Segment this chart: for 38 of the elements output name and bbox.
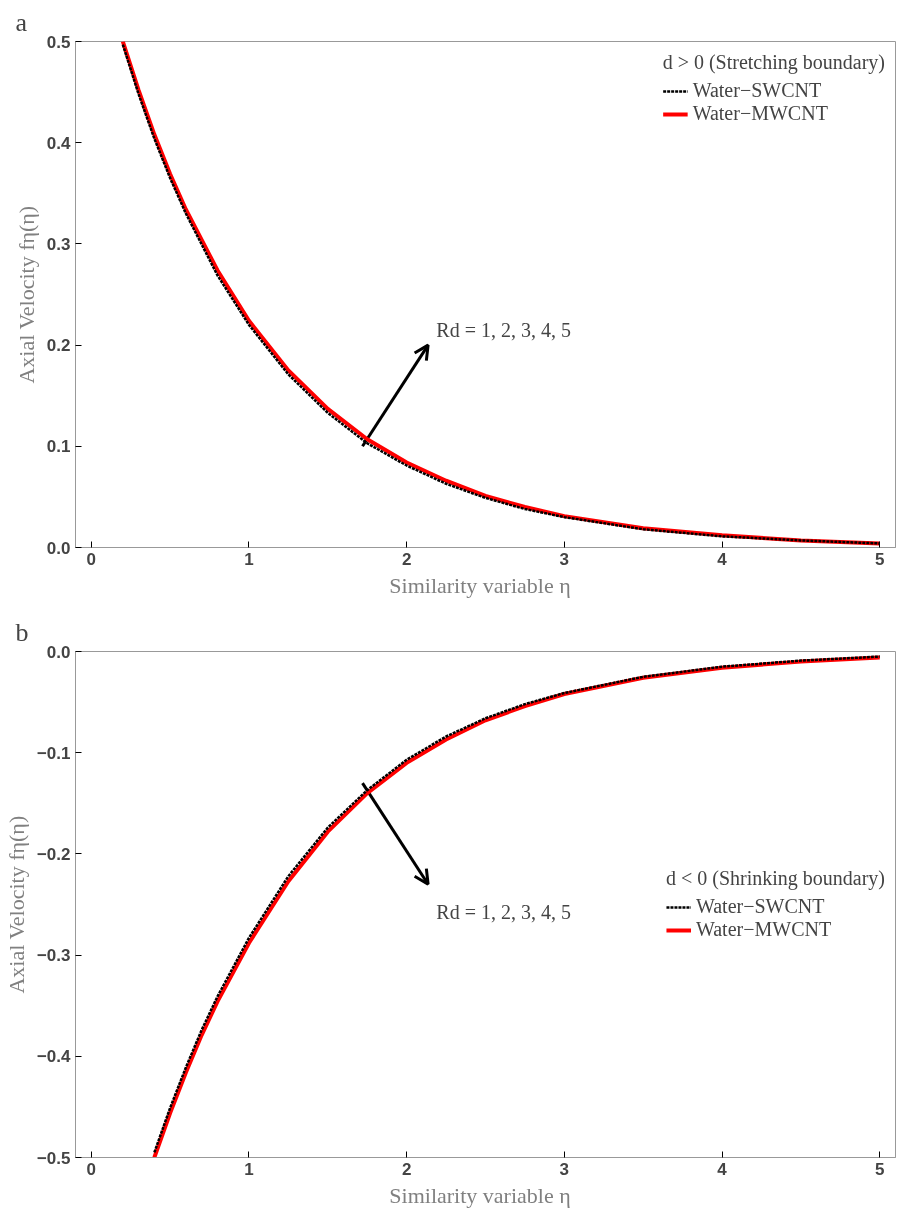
y-tick-label: 0.3 xyxy=(46,234,71,254)
x-tick-label: 0 xyxy=(86,549,97,569)
y-tick-label: 0.1 xyxy=(46,437,71,457)
y-tick-label: 0.2 xyxy=(46,336,71,356)
y-axis-title: Axial Velocity fη(η) xyxy=(13,205,39,384)
x-tick-label: 0 xyxy=(86,1159,97,1179)
y-tick-label: −0.5 xyxy=(36,1148,71,1168)
y-axis-title: Axial Velocity fη(η) xyxy=(3,815,29,994)
x-axis-title: Similarity variable η xyxy=(389,1182,571,1208)
x-tick-label: 5 xyxy=(875,1159,885,1179)
legend-label: Water−MWCNT xyxy=(695,918,832,941)
y-tick-label: 0.4 xyxy=(46,133,72,153)
y-tick-label: −0.4 xyxy=(36,1047,72,1067)
x-tick-label: 4 xyxy=(717,549,728,569)
legend-label: Water−SWCNT xyxy=(692,79,822,102)
chart-title: a xyxy=(15,7,28,37)
x-tick-label: 1 xyxy=(244,549,254,569)
chart-title: b xyxy=(15,617,29,647)
x-tick-label: 2 xyxy=(401,549,412,569)
x-tick-label: 1 xyxy=(244,1159,254,1179)
legend-label: Water−SWCNT xyxy=(695,895,825,918)
y-tick-label: −0.2 xyxy=(36,844,71,864)
x-tick-label: 2 xyxy=(401,1159,412,1179)
x-tick-label: 3 xyxy=(559,1159,570,1179)
y-tick-label: 0.5 xyxy=(46,32,71,52)
annotation: Rd = 1, 2, 3, 4, 5 xyxy=(436,319,571,342)
x-tick-label: 5 xyxy=(875,549,885,569)
legend-title: d > 0 (Stretching boundary) xyxy=(662,51,885,74)
x-tick-label: 4 xyxy=(717,1159,728,1179)
y-tick-label: 0.0 xyxy=(46,538,71,558)
y-tick-label: −0.3 xyxy=(36,946,71,966)
y-tick-label: −0.1 xyxy=(36,743,71,763)
legend-title: d < 0 (Shrinking boundary) xyxy=(665,867,885,890)
annotation: Rd = 1, 2, 3, 4, 5 xyxy=(436,901,571,924)
y-tick-label: 0.0 xyxy=(46,642,71,662)
legend-label: Water−MWCNT xyxy=(692,102,828,125)
x-tick-label: 3 xyxy=(559,549,570,569)
x-axis-title: Similarity variable η xyxy=(389,572,571,598)
